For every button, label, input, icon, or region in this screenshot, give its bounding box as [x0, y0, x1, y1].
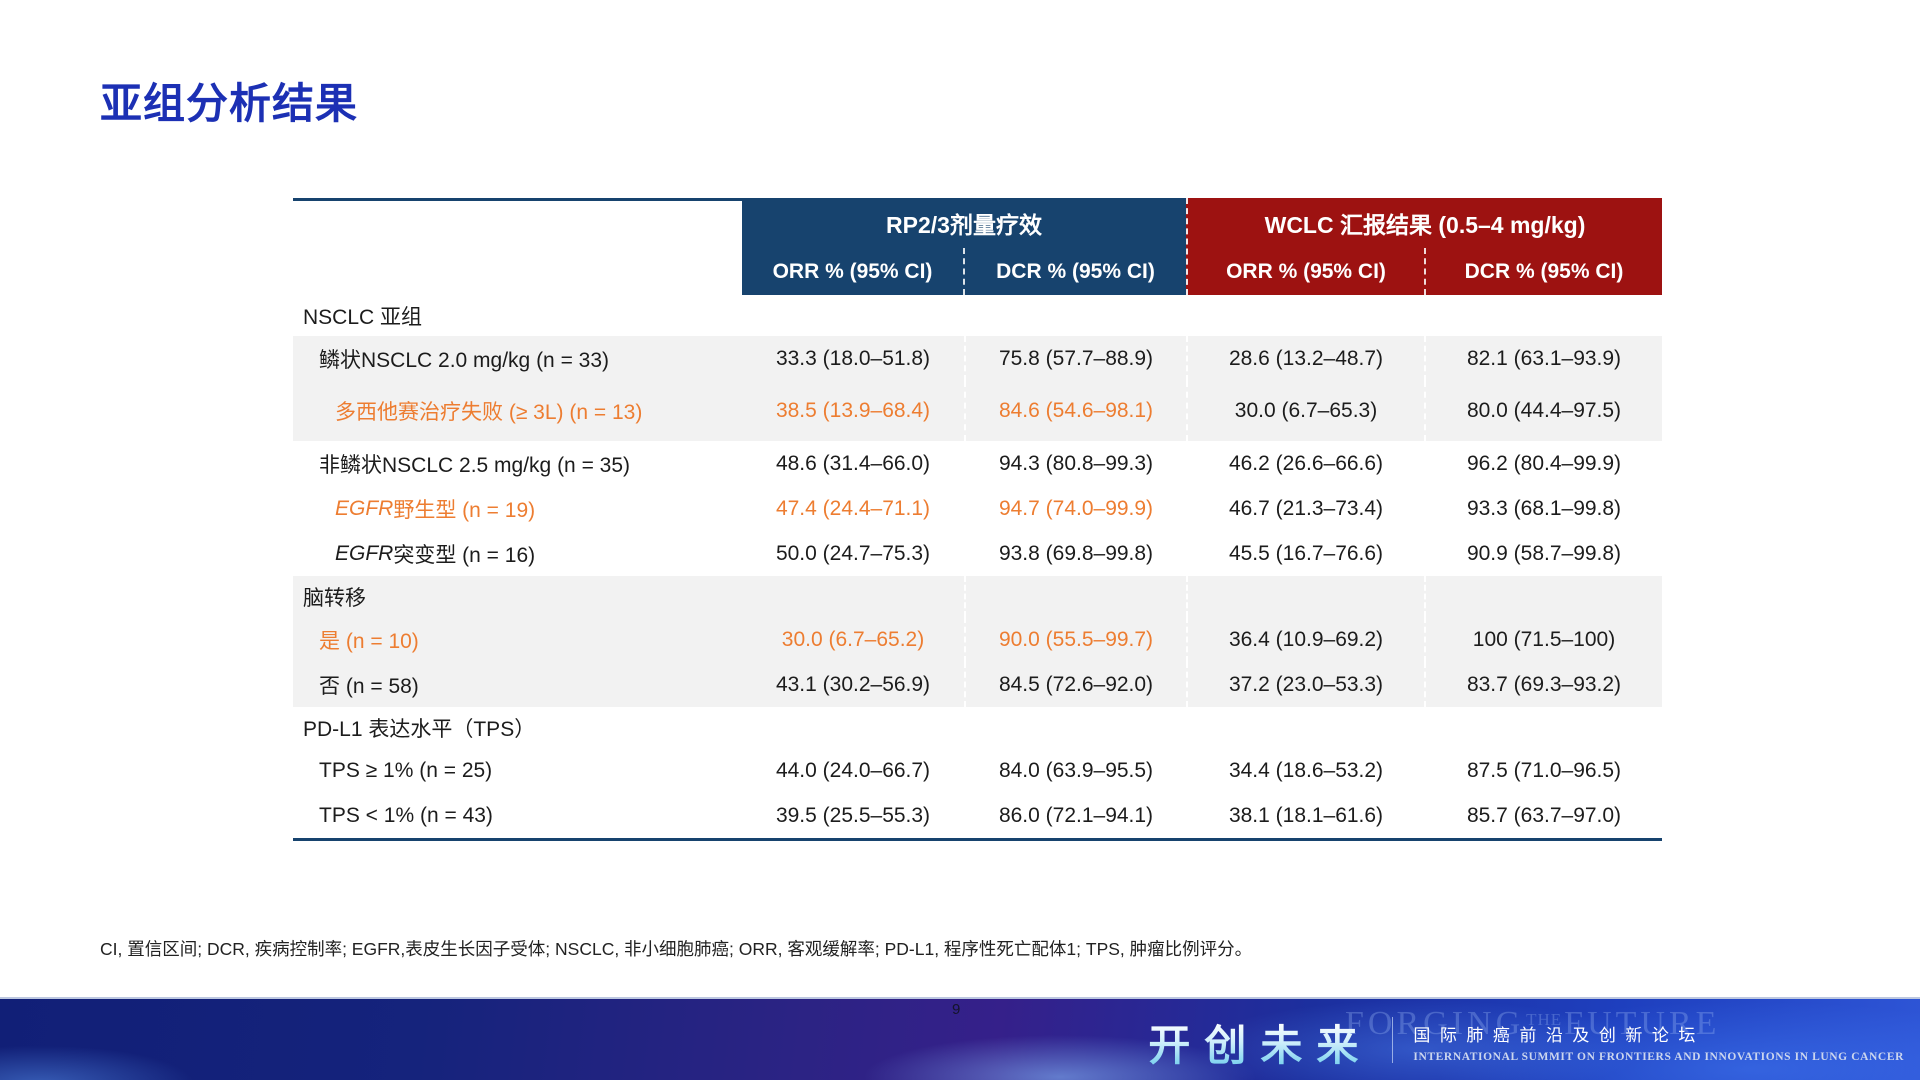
- row-label: EGFR 野生型 (n = 19): [335, 496, 536, 522]
- subcolumn-headers: ORR % (95% CI) DCR % (95% CI): [1188, 248, 1662, 295]
- value-cell: 84.5 (72.6–92.0): [964, 662, 1186, 707]
- value-cell: 45.5 (16.7–76.6): [1186, 531, 1424, 576]
- value-cell: 34.4 (18.6–53.2): [1186, 748, 1424, 793]
- value-cell: 83.7 (69.3–93.2): [1424, 662, 1662, 707]
- group-header-label: RP2/3剂量疗效: [886, 212, 1042, 238]
- table-data-row: 否 (n = 58) 43.1 (30.2–56.9) 84.5 (72.6–92.…: [293, 662, 1662, 707]
- row-label: NSCLC 亚组: [303, 305, 423, 329]
- value-cell: 28.6 (13.2–48.7): [1186, 336, 1424, 381]
- data-table: RP2/3剂量疗效 ORR % (95% CI) DCR % (95% CI) …: [293, 198, 1662, 841]
- column-header-orr-wclc: ORR % (95% CI): [1226, 259, 1386, 283]
- value-cell: 90.9 (58.7–99.8): [1424, 531, 1662, 576]
- value-cell: 94.7 (74.0–99.9): [964, 486, 1186, 531]
- value-cell: 48.6 (31.4–66.0): [775, 451, 931, 475]
- value-cell: [1186, 707, 1424, 748]
- footer-forum-name-cn: 国际肺癌前沿及创新论坛: [1413, 1025, 1705, 1045]
- row-label: 否 (n = 58): [319, 674, 419, 698]
- footer-divider: [1392, 1016, 1394, 1063]
- footer-ghost-text: FORGING THEFUTURE: [1345, 1005, 1721, 1042]
- value-cell: 33.3 (18.0–51.8): [775, 346, 931, 370]
- value-cell: [1424, 707, 1662, 748]
- row-label: 非鳞状NSCLC 2.5 mg/kg (n = 35): [319, 453, 631, 477]
- table-data-row: EGFR 野生型 (n = 19) 47.4 (24.4–71.1) 94.7 (7…: [293, 486, 1662, 531]
- value-cell: 37.2 (23.0–53.3): [1186, 662, 1424, 707]
- value-cell: [1186, 576, 1424, 617]
- value-cell: 84.0 (63.9–95.5): [964, 748, 1186, 793]
- group-header-wclc: WCLC 汇报结果 (0.5–4 mg/kg) ORR % (95% CI) D…: [1186, 198, 1662, 295]
- row-label: PD-L1 表达水平（TPS）: [303, 717, 536, 741]
- value-cell: 36.4 (10.9–69.2): [1186, 617, 1424, 662]
- value-cell: 93.3 (68.1–99.8): [1424, 486, 1662, 531]
- page-title: 亚组分析结果: [100, 80, 359, 127]
- row-label: 鳞状NSCLC 2.0 mg/kg (n = 33): [319, 348, 610, 372]
- table-data-row: TPS < 1% (n = 43) 39.5 (25.5–55.3) 86.0 (7…: [293, 793, 1662, 838]
- footer-brand-block: 开创未来 国际肺癌前沿及创新论坛 INTERNATIONAL SUMMIT ON…: [1148, 999, 1904, 1080]
- subcolumn-headers: ORR % (95% CI) DCR % (95% CI): [742, 248, 1186, 295]
- value-cell: 84.6 (54.6–98.1): [964, 381, 1186, 441]
- value-cell: 93.8 (69.8–99.8): [964, 531, 1186, 576]
- value-cell: 46.7 (21.3–73.4): [1186, 486, 1424, 531]
- table-data-row: 是 (n = 10) 30.0 (6.7–65.2) 90.0 (55.5–99.7…: [293, 617, 1662, 662]
- value-cell: [1424, 576, 1662, 617]
- value-cell: [964, 707, 1186, 748]
- value-cell: 50.0 (24.7–75.3): [775, 541, 931, 565]
- value-cell: 44.0 (24.0–66.7): [775, 758, 931, 782]
- group-header-rp23: RP2/3剂量疗效 ORR % (95% CI) DCR % (95% CI): [742, 198, 1186, 295]
- value-cell: 82.1 (63.1–93.9): [1424, 336, 1662, 381]
- row-label: 是 (n = 10): [319, 629, 419, 653]
- footer-forum-name-en: INTERNATIONAL SUMMIT ON FRONTIERS AND IN…: [1413, 1050, 1904, 1063]
- value-cell: 47.4 (24.4–71.1): [775, 496, 931, 520]
- value-cell: 38.5 (13.9–68.4): [775, 399, 931, 422]
- table-data-row: 多西他赛治疗失败 (≥ 3L) (n = 13) 38.5 (13.9–68.4)…: [293, 381, 1662, 441]
- value-cell: 46.2 (26.6–66.6): [1186, 441, 1424, 486]
- value-cell: 75.8 (57.7–88.9): [964, 336, 1186, 381]
- page-number: 9: [952, 1001, 961, 1018]
- value-cell: [742, 576, 964, 617]
- value-cell: [964, 576, 1186, 617]
- table-section-row: NSCLC 亚组: [293, 295, 1662, 336]
- value-cell: 39.5 (25.5–55.3): [775, 803, 931, 827]
- value-cell: 90.0 (55.5–99.7): [964, 617, 1186, 662]
- value-cell: 80.0 (44.4–97.5): [1424, 381, 1662, 441]
- value-cell: [742, 295, 964, 336]
- value-cell: [1186, 295, 1424, 336]
- table-header: RP2/3剂量疗效 ORR % (95% CI) DCR % (95% CI) …: [293, 198, 1662, 295]
- column-header-dcr-rp23: DCR % (95% CI): [963, 248, 1186, 295]
- value-cell: [742, 707, 964, 748]
- footer-brand-cn: 开创未来: [1148, 1012, 1372, 1073]
- value-cell: 86.0 (72.1–94.1): [964, 793, 1186, 838]
- row-label: TPS ≥ 1% (n = 25): [319, 758, 493, 782]
- page-footer: FORGING THEFUTURE 开创未来 国际肺癌前沿及创新论坛 INTERN…: [0, 997, 1920, 1080]
- table-data-row: EGFR 突变型 (n = 16) 50.0 (24.7–75.3) 93.8 (6…: [293, 531, 1662, 576]
- row-label: EGFR 突变型 (n = 16): [335, 541, 536, 567]
- group-header-label: WCLC 汇报结果 (0.5–4 mg/kg): [1264, 212, 1586, 238]
- table-body: NSCLC 亚组鳞状NSCLC 2.0 mg/kg (n = 33) 33.3 (…: [293, 295, 1662, 841]
- value-cell: 94.3 (80.8–99.3): [964, 441, 1186, 486]
- row-label: TPS < 1% (n = 43): [319, 803, 493, 827]
- table-section-row: 脑转移: [293, 576, 1662, 617]
- value-cell: [1424, 295, 1662, 336]
- row-label: 脑转移: [303, 586, 366, 610]
- value-cell: 43.1 (30.2–56.9): [775, 672, 931, 696]
- table-data-row: 非鳞状NSCLC 2.5 mg/kg (n = 35) 48.6 (31.4–66…: [293, 441, 1662, 486]
- value-cell: 100 (71.5–100): [1424, 617, 1662, 662]
- footer-forum-names: 国际肺癌前沿及创新论坛 INTERNATIONAL SUMMIT ON FRON…: [1413, 1021, 1904, 1063]
- header-empty-cell: [293, 198, 742, 295]
- value-cell: 30.0 (6.7–65.2): [781, 627, 925, 651]
- column-header-orr-rp23: ORR % (95% CI): [772, 259, 933, 283]
- table-section-row: PD-L1 表达水平（TPS）: [293, 707, 1662, 748]
- value-cell: 85.7 (63.7–97.0): [1424, 793, 1662, 838]
- table-data-row: TPS ≥ 1% (n = 25) 44.0 (24.0–66.7) 84.0 (6…: [293, 748, 1662, 793]
- column-header-dcr-wclc: DCR % (95% CI): [1424, 248, 1662, 295]
- table-data-row: 鳞状NSCLC 2.0 mg/kg (n = 33) 33.3 (18.0–51.…: [293, 336, 1662, 381]
- value-cell: 30.0 (6.7–65.3): [1186, 381, 1424, 441]
- row-label: 多西他赛治疗失败 (≥ 3L) (n = 13): [335, 401, 643, 424]
- footnote: CI, 置信区间; DCR, 疾病控制率; EGFR,表皮生长因子受体; NSC…: [100, 939, 1253, 959]
- value-cell: 96.2 (80.4–99.9): [1424, 441, 1662, 486]
- value-cell: 87.5 (71.0–96.5): [1424, 748, 1662, 793]
- value-cell: 38.1 (18.1–61.6): [1186, 793, 1424, 838]
- value-cell: [964, 295, 1186, 336]
